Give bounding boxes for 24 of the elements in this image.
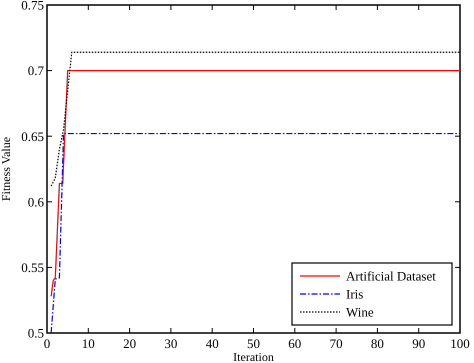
- x-tick-label: 20: [123, 336, 136, 351]
- y-tick-label: 0.65: [21, 128, 44, 144]
- y-axis-title: Fitness Value: [0, 136, 13, 202]
- legend-label: Artificial Dataset: [346, 268, 436, 284]
- x-axis-title: Iteration: [233, 350, 274, 363]
- y-tick-label: 0.7: [28, 63, 44, 78]
- x-tick-label: 10: [82, 336, 95, 351]
- x-tick-label: 70: [330, 336, 343, 351]
- y-tick-label: 0.5: [28, 326, 44, 341]
- x-tick-label: 60: [288, 336, 302, 351]
- x-tick-label: 40: [206, 336, 219, 351]
- line-series: [50, 132, 461, 334]
- line-series: [50, 70, 461, 297]
- x-tick-label: 30: [164, 336, 178, 351]
- y-tick-label: 0.55: [21, 260, 44, 275]
- x-tick-label: 80: [370, 336, 384, 351]
- y-tick-label: 0.75: [21, 0, 44, 13]
- x-tick-label: 50: [247, 336, 260, 351]
- x-tick-label: 100: [450, 336, 470, 351]
- x-tick-label: 0: [44, 336, 50, 351]
- x-tick-label: 90: [412, 336, 426, 351]
- legend-label: Iris: [346, 286, 364, 302]
- y-tick-label: 0.6: [28, 194, 44, 210]
- legend-label: Wine: [346, 304, 374, 320]
